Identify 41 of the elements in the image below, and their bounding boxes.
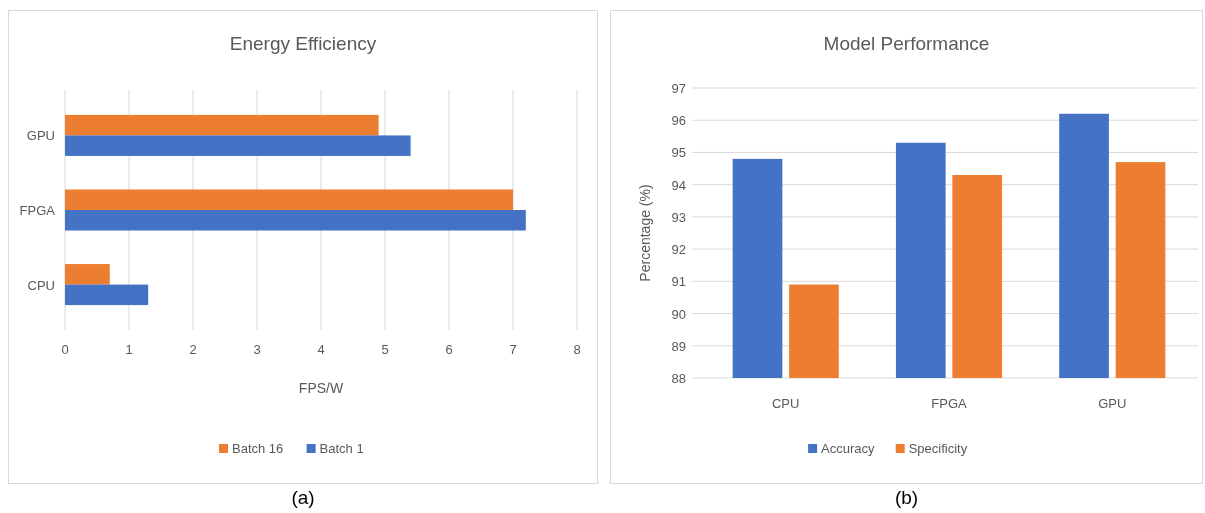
y-tick-label: 95 xyxy=(671,145,686,161)
y-tick-label: 88 xyxy=(671,371,686,386)
y-tick-label: 94 xyxy=(671,177,686,193)
y-tick-label: GPU xyxy=(26,128,55,144)
text: (a) xyxy=(291,487,315,508)
y-tick-label: FPGA xyxy=(19,203,56,218)
x-tick-label: 6 xyxy=(445,342,453,357)
y-tick-label: 97 xyxy=(671,81,686,96)
y-tick-label: 92 xyxy=(671,242,686,258)
y-tick-label: 91 xyxy=(671,274,686,290)
x-tick-label: 0 xyxy=(61,342,69,357)
legend-label: Batch 16 xyxy=(232,441,284,456)
bar xyxy=(65,135,411,156)
legend-label: Batch 1 xyxy=(319,441,364,456)
legend-label: Specificity xyxy=(908,441,968,456)
bar xyxy=(65,264,110,285)
x-tick-label: 4 xyxy=(317,342,325,357)
text: (b) xyxy=(894,487,919,508)
x-tick-label: GPU xyxy=(1098,396,1127,411)
chart-title: Energy Efficiency xyxy=(229,33,377,54)
x-tick-label: FPGA xyxy=(931,396,968,411)
bar xyxy=(65,284,149,306)
bar xyxy=(65,114,379,136)
y-tick-label: 96 xyxy=(671,113,686,129)
y-axis-title: Percentage (%) xyxy=(637,184,653,282)
y-tick-label: 90 xyxy=(671,306,686,322)
x-tick-label: 1 xyxy=(125,342,133,357)
y-tick-label: 93 xyxy=(671,209,686,225)
x-tick-label: 5 xyxy=(381,342,389,357)
bar xyxy=(65,210,526,231)
bar xyxy=(65,189,513,210)
x-tick-label: 2 xyxy=(189,342,197,357)
legend-label: Accuracy xyxy=(821,441,876,456)
chart-title: Model Performance xyxy=(823,33,990,54)
y-tick-label: CPU xyxy=(27,277,55,293)
y-tick-label: 89 xyxy=(671,338,686,354)
x-axis-title: FPS/W xyxy=(298,380,344,396)
x-tick-label: CPU xyxy=(771,396,800,411)
x-tick-label: 7 xyxy=(509,342,517,357)
x-tick-label: 8 xyxy=(573,342,581,357)
x-tick-label: 3 xyxy=(253,342,261,357)
